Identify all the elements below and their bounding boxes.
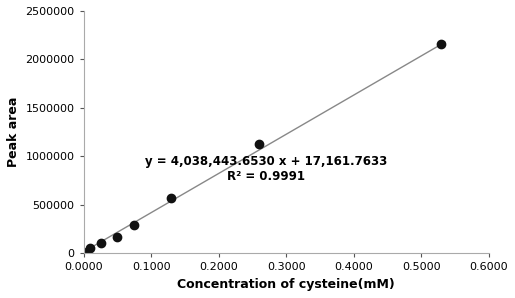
Text: y = 4,038,443.6530 x + 17,161.7633
R² = 0.9991: y = 4,038,443.6530 x + 17,161.7633 R² = … xyxy=(145,155,387,183)
Y-axis label: Peak area: Peak area xyxy=(7,97,20,167)
Point xyxy=(255,142,263,147)
Point xyxy=(113,235,122,240)
Point xyxy=(167,195,176,200)
Point xyxy=(130,223,139,227)
X-axis label: Concentration of cysteine(mM): Concentration of cysteine(mM) xyxy=(177,278,395,291)
Point xyxy=(87,246,95,251)
Point xyxy=(437,42,445,47)
Point xyxy=(96,240,105,245)
Point xyxy=(83,249,91,254)
